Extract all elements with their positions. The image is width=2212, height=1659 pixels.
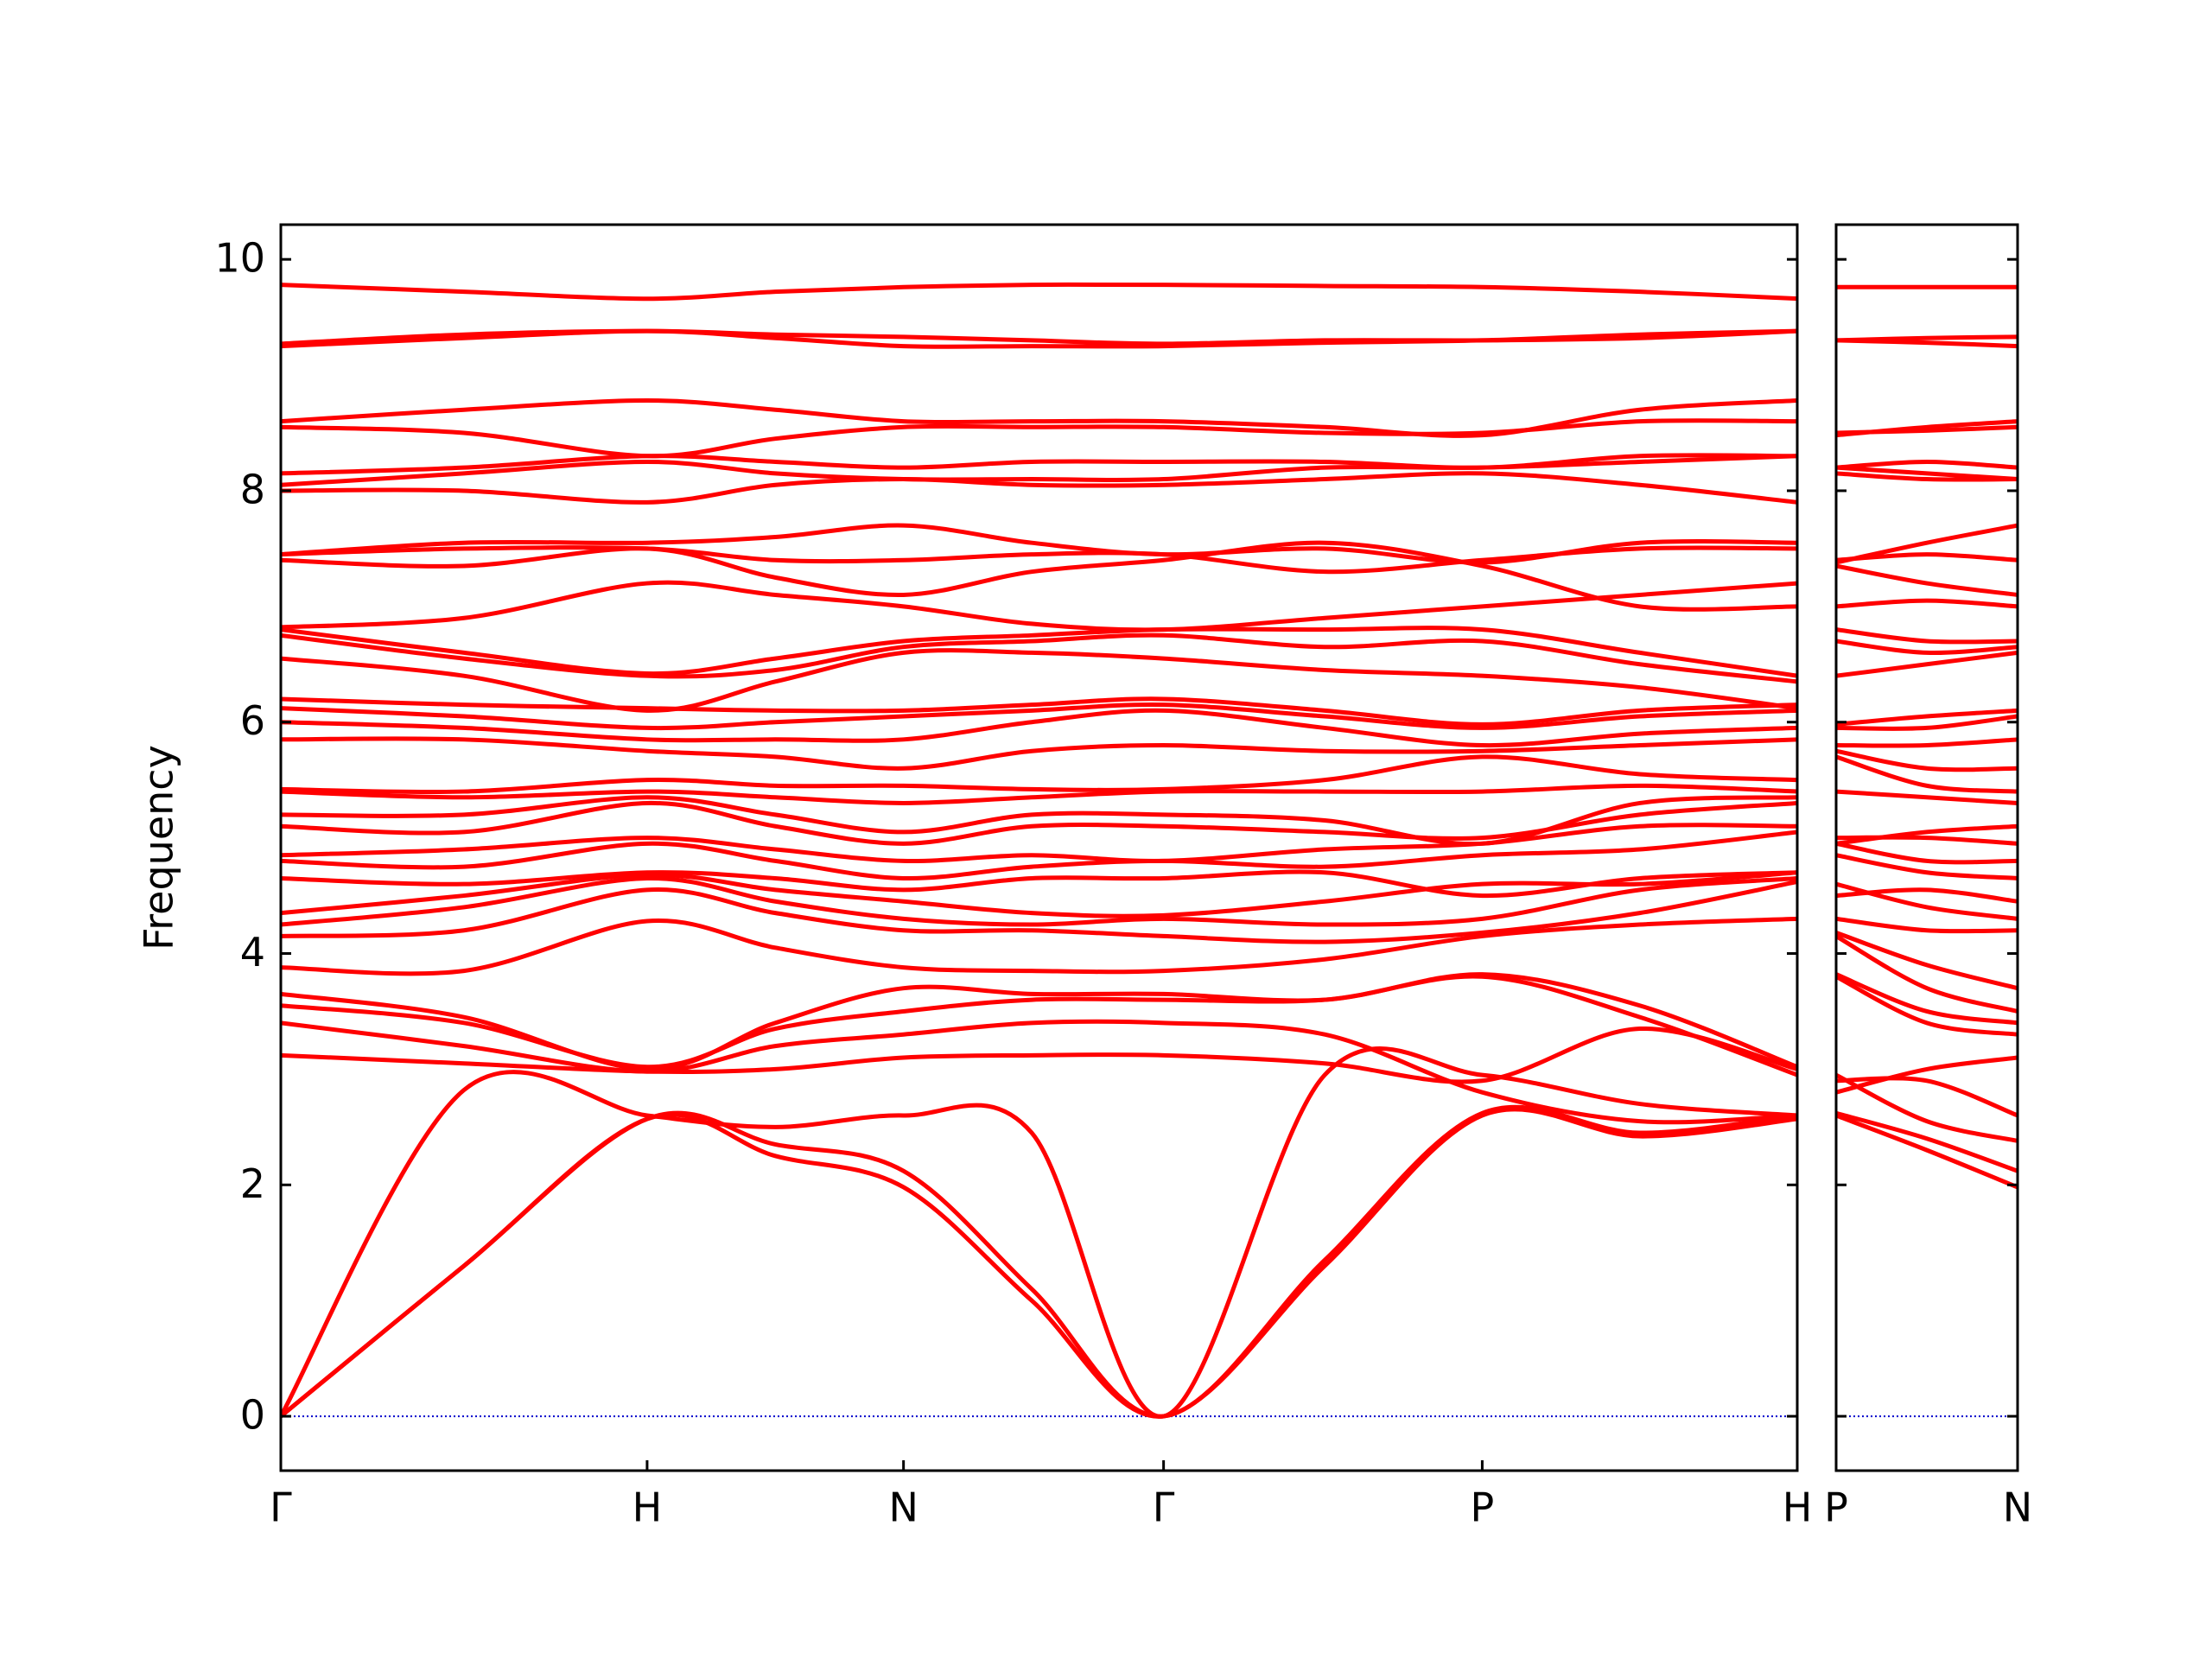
- y-tick-label: 4: [240, 929, 265, 976]
- band-line: [281, 418, 1797, 459]
- band-line: [1836, 931, 2018, 991]
- band-line: [1836, 650, 2018, 678]
- band-line: [281, 1046, 1797, 1419]
- y-tick-label: 8: [240, 466, 265, 512]
- x-tick-label: H: [1783, 1484, 1813, 1531]
- band-line: [281, 702, 1797, 731]
- band-line: [281, 880, 1797, 944]
- band-line: [281, 1104, 1797, 1419]
- band-line: [281, 974, 1797, 1077]
- band-line: [1836, 334, 2018, 343]
- band-line: [281, 471, 1797, 505]
- band-line: [1836, 563, 2018, 597]
- band-line: [1836, 748, 2018, 772]
- band-line: [1836, 737, 2018, 748]
- band-line: [1836, 823, 2018, 846]
- band-line: [281, 736, 1797, 771]
- band-line: [1836, 1076, 2018, 1118]
- band-line: [281, 916, 1797, 976]
- x-tick-label: H: [632, 1484, 663, 1531]
- band-line: [1836, 714, 2018, 731]
- band-line: [1836, 916, 2018, 934]
- band-line: [281, 1019, 1797, 1125]
- band-line: [281, 282, 1797, 302]
- band-line: [1836, 881, 2018, 921]
- band-line: [1836, 639, 2018, 656]
- band-line: [281, 875, 1797, 927]
- band-line: [281, 540, 1797, 612]
- y-tick-label: 2: [240, 1160, 265, 1207]
- band-line: [1836, 465, 2018, 482]
- band-line: [1836, 841, 2018, 865]
- y-tick-label: 10: [214, 235, 265, 282]
- bands: [1836, 284, 2018, 1418]
- band-line: [1836, 887, 2018, 904]
- band-line: [281, 626, 1797, 678]
- band-line: [281, 870, 1797, 918]
- band-line: [1836, 853, 2018, 880]
- band-line: [1836, 1055, 2018, 1095]
- band-line: [1836, 789, 2018, 805]
- y-tick-label: 6: [240, 697, 265, 744]
- band-line: [281, 453, 1797, 476]
- band-line: [1836, 934, 2018, 1014]
- x-tick-label: P: [1471, 1484, 1495, 1531]
- band-line: [281, 795, 1797, 847]
- band-line: [1836, 523, 2018, 565]
- band-line: [1836, 627, 2018, 645]
- band-line: [281, 632, 1797, 684]
- band-line: [281, 972, 1797, 1071]
- band-line: [1836, 598, 2018, 609]
- band-line: [281, 398, 1797, 438]
- x-tick-label: N: [2003, 1484, 2032, 1531]
- band-line: [1836, 754, 2018, 794]
- x-tick-label: Γ: [270, 1484, 292, 1531]
- band-line: [281, 830, 1797, 881]
- x-tick-label: Γ: [1153, 1484, 1175, 1531]
- band-line: [281, 754, 1797, 795]
- x-tick-label: P: [1824, 1484, 1848, 1531]
- x-tick-label: N: [888, 1484, 918, 1531]
- y-tick-label: 0: [240, 1392, 265, 1439]
- band-line: [281, 648, 1797, 713]
- band-line: [1836, 972, 2018, 1026]
- band-line: [281, 1107, 1797, 1419]
- plot-frame: [1834, 223, 2019, 1472]
- band-line: [281, 696, 1797, 727]
- band-line: [281, 1027, 1797, 1084]
- band-line: [281, 580, 1797, 632]
- band-line: [1836, 835, 2018, 846]
- band-line: [1836, 1113, 2018, 1190]
- band-line: [1836, 975, 2018, 1037]
- plot-frame: [279, 223, 1799, 1472]
- bands: [281, 282, 1797, 1419]
- band-line: [281, 708, 1797, 748]
- y-axis-label: Frequency: [136, 745, 182, 950]
- band-line: [281, 783, 1797, 805]
- band-line: [1836, 419, 2018, 438]
- band-line: [281, 823, 1797, 864]
- band-line: [1836, 1110, 2018, 1173]
- band-line: [1836, 459, 2018, 470]
- band-line: [281, 523, 1797, 565]
- band-line: [281, 328, 1797, 346]
- band-line: [281, 869, 1797, 899]
- band-line: [1836, 708, 2018, 727]
